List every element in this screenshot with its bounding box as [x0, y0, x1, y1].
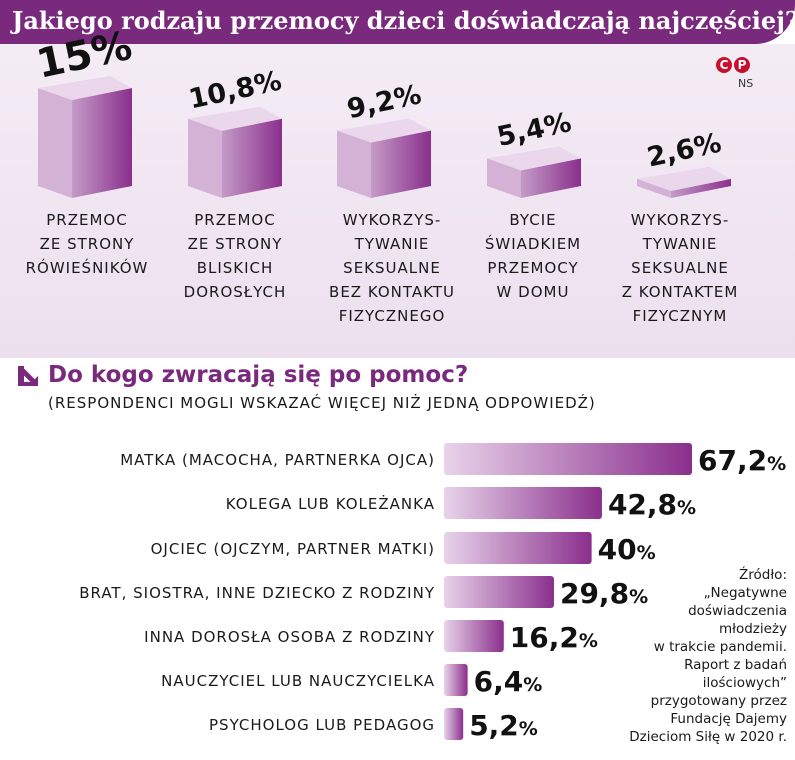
data-label: 40%: [598, 533, 656, 566]
section-subtitle: (RESPONDENCI MOGLI WSKAZAĆ WIĘCEJ NIŻ JE…: [48, 394, 596, 412]
bar-top-face: [487, 146, 581, 171]
bar-side-face: [637, 178, 671, 198]
category-label: BYCIE ŚWIADKIEM PRZEMOCY W DOMU: [484, 211, 582, 301]
bar: [371, 130, 431, 198]
hbar-category-label: NAUCZYCIEL LUB NAUCZYCIELKA: [161, 672, 435, 690]
data-label: 15%: [33, 23, 136, 88]
data-label: 9,2%: [344, 79, 424, 125]
hbar-category-label: OJCIEC (OJCZYM, PARTNER MATKI): [150, 540, 435, 558]
data-label: 10,8%: [186, 66, 284, 116]
logo-initials: NS: [738, 77, 754, 90]
hbar: [444, 664, 468, 696]
category-label: WYKORZYS- TYWANIE SEKSUALNE BEZ KONTAKTU…: [329, 211, 455, 325]
hbar: [444, 487, 602, 519]
hbar: [444, 576, 554, 608]
bar-top-face: [188, 106, 282, 131]
bar-side-face: [38, 88, 72, 198]
chart-title: Jakiego rodzaju przemocy dzieci doświadc…: [12, 6, 795, 35]
category-label: PRZEMOC ZE STRONY BLISKICH DOROSŁYCH: [183, 211, 287, 301]
hbar-category-label: MATKA (MACOCHA, PARTNERKA OJCA): [120, 451, 435, 469]
category-label: PRZEMOC ZE STRONY RÓWIEŚNIKÓW: [25, 211, 149, 277]
logo-p-icon: P: [734, 57, 750, 73]
bar-side-face: [487, 158, 521, 198]
bar-side-face: [337, 130, 371, 198]
data-label: 16,2%: [510, 621, 598, 654]
data-label: 29,8%: [560, 577, 648, 610]
bar: [521, 158, 581, 198]
hbar: [444, 532, 592, 564]
top-chart-panel: [0, 44, 795, 358]
data-label: 5,2%: [469, 709, 538, 742]
data-label: 6,4%: [474, 665, 543, 698]
hbar-category-label: INNA DOROSŁA OSOBA Z RODZINY: [144, 628, 435, 646]
bar-top-face: [637, 166, 731, 191]
hbar-category-label: KOLEGA LUB KOLEŻANKA: [225, 495, 435, 513]
data-label: 42,8%: [608, 488, 696, 521]
bar: [222, 118, 282, 198]
bar: [671, 178, 731, 198]
logo-c-icon: C: [716, 57, 732, 73]
bar-top-face: [38, 76, 132, 100]
hbar: [444, 443, 692, 475]
data-label: 67,2%: [698, 444, 786, 477]
category-label: WYKORZYS- TYWANIE SEKSUALNE Z KONTAKTEM …: [621, 211, 739, 325]
hbar-category-label: BRAT, SIOSTRA, INNE DZIECKO Z RODZINY: [79, 584, 435, 602]
data-label: 2,6%: [644, 128, 724, 174]
hbar-category-label: PSYCHOLOG LUB PEDAGOG: [209, 716, 435, 734]
data-label: 5,4%: [494, 107, 574, 153]
arrow-down-right-icon: [18, 366, 38, 386]
title-bar: Jakiego rodzaju przemocy dzieci doświadc…: [0, 0, 795, 44]
section-title: Do kogo zwracają się po pomoc?: [48, 362, 469, 388]
hbar: [444, 620, 504, 652]
bar: [72, 88, 132, 198]
bar-side-face: [188, 118, 222, 198]
source-note: Źródło: „Negatywne doświadczenia młodzie…: [629, 567, 787, 745]
bar-top-face: [337, 118, 431, 143]
hbar: [444, 708, 464, 740]
